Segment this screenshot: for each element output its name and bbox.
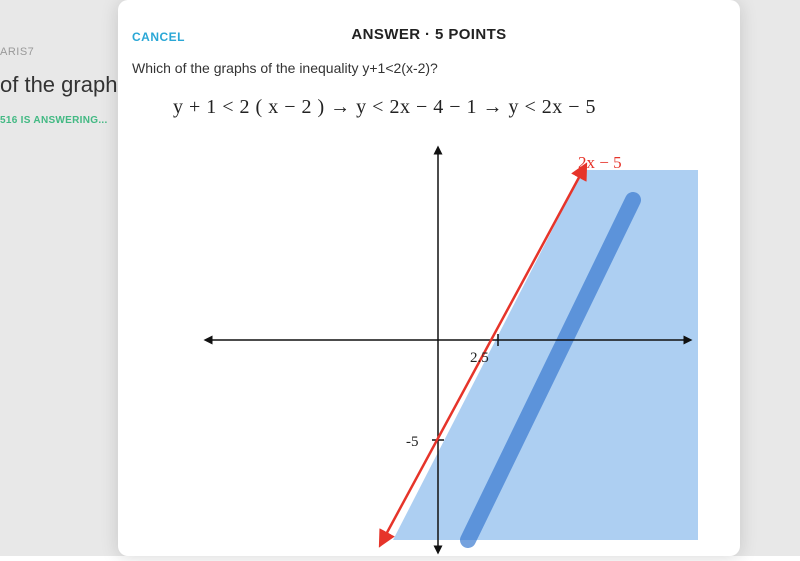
page-backdrop: MATHEMATICS · 5 POINTS ARIS7 of the grap… (0, 0, 800, 556)
answer-modal: CANCEL ANSWER · 5 POINTS Which of the gr… (118, 0, 740, 556)
inequality-graph: 2.5 -5 2x − 5 (178, 140, 698, 556)
y-intercept-label: -5 (406, 434, 419, 450)
line-equation-label: 2x − 5 (578, 153, 622, 172)
handwritten-work: y + 1 < 2 ( x − 2 ) → y < 2x − 4 − 1 → y… (173, 96, 596, 119)
modal-header: CANCEL ANSWER · 5 POINTS (118, 0, 740, 50)
x-intercept-label: 2.5 (470, 350, 489, 366)
bg-sidebar: ARIS7 of the graph 516 IS ANSWERING... (0, 0, 120, 556)
modal-title: ANSWER · 5 POINTS (118, 26, 740, 43)
bg-answering-status: 516 IS ANSWERING... (0, 115, 108, 126)
question-text: Which of the graphs of the inequality y+… (132, 60, 438, 76)
bg-username: ARIS7 (0, 46, 34, 58)
graph-area: 2.5 -5 2x − 5 (178, 140, 698, 556)
bg-question-title-cut: of the graph (0, 72, 117, 98)
